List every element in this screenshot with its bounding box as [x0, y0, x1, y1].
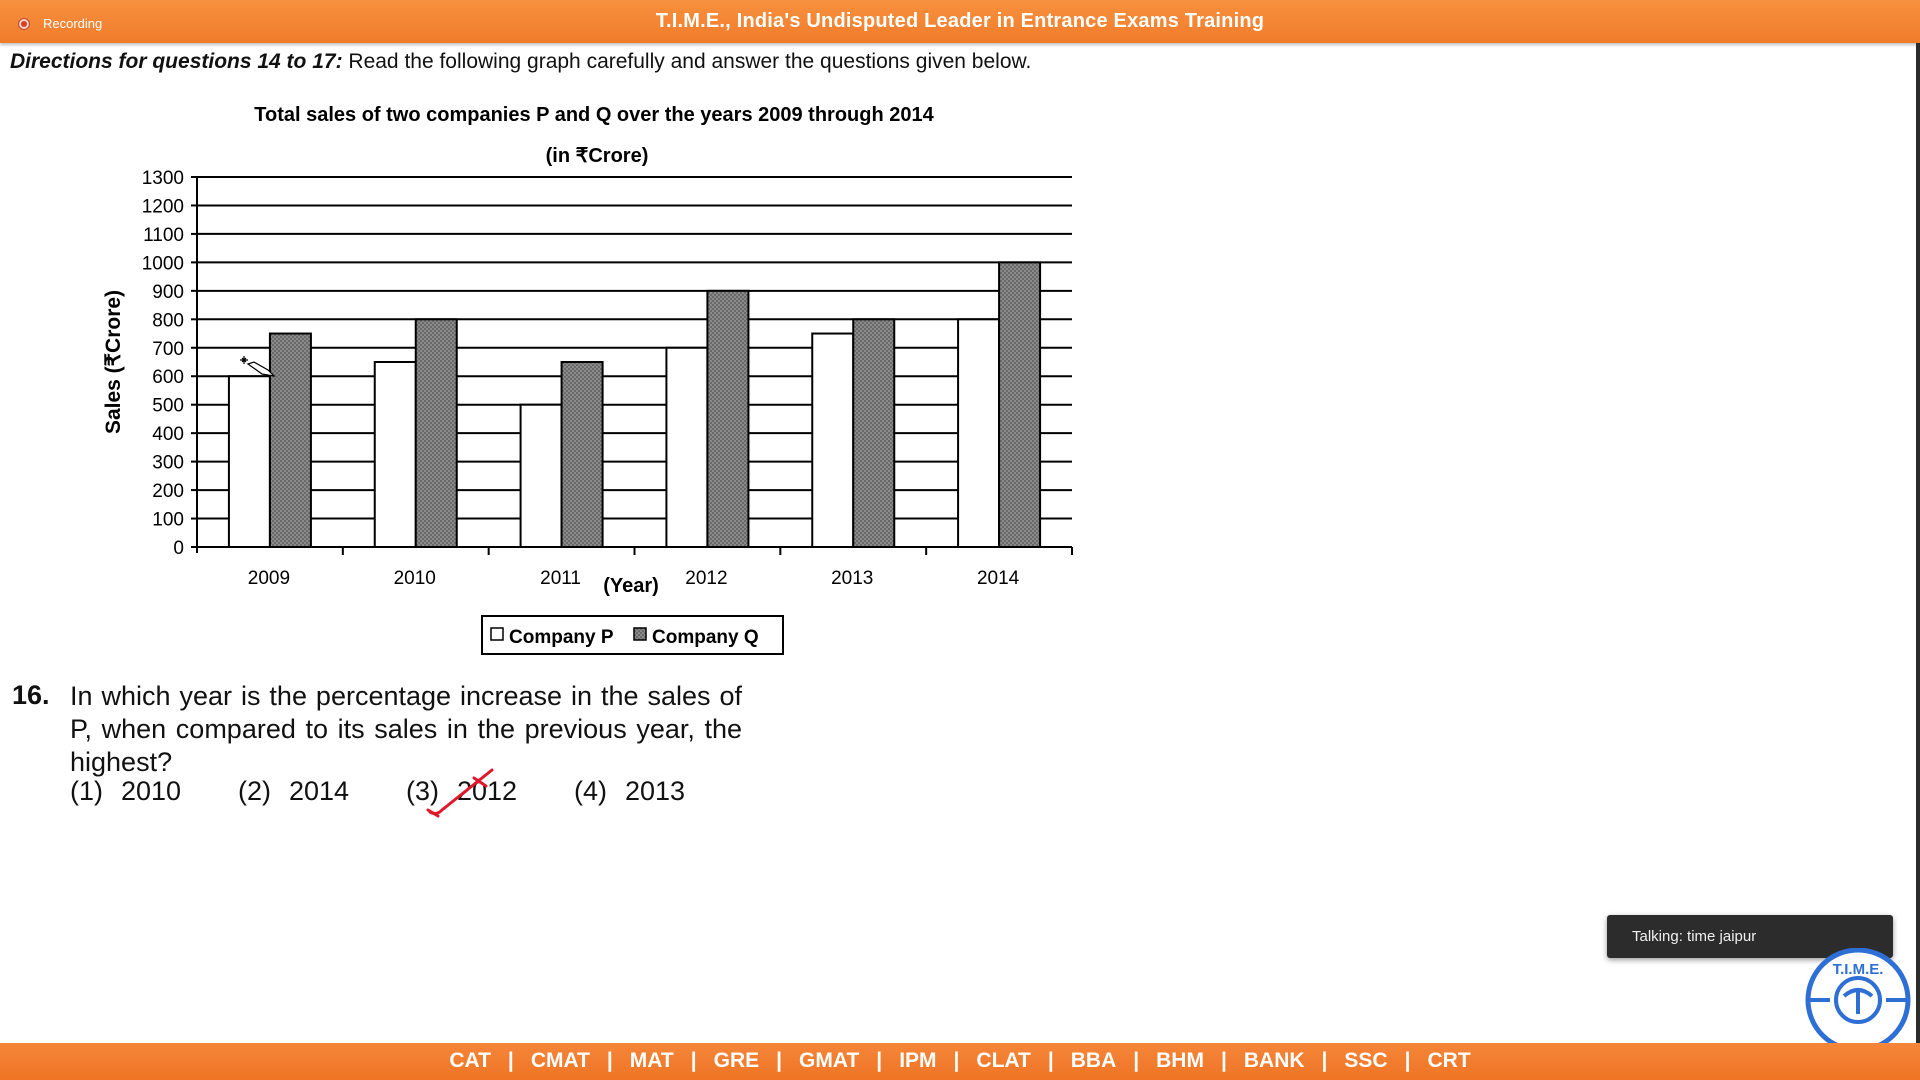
footer-separator: |: [953, 1049, 960, 1072]
recording-label: Recording: [43, 16, 103, 31]
bar-company-q-2012: [706, 289, 750, 548]
x-tick-label: 2011: [540, 568, 581, 589]
chart-title: Total sales of two companies P and Q ove…: [254, 104, 934, 126]
footer-link-clat[interactable]: CLAT: [976, 1049, 1031, 1072]
y-axis-label: Sales (₹Crore): [102, 290, 125, 434]
y-tick-label: 1100: [143, 225, 184, 246]
option-3-number: (3): [406, 776, 439, 806]
y-tick-label: 1200: [142, 196, 184, 217]
y-tick-label: 500: [152, 396, 184, 417]
time-logo: T.I.M.E.: [1805, 948, 1911, 1048]
y-tick-label: 700: [152, 339, 184, 360]
footer-separator: |: [1133, 1049, 1140, 1072]
footer-link-ipm[interactable]: IPM: [899, 1049, 937, 1072]
bar-company-q-2011: [560, 361, 604, 548]
option-1-number: (1): [70, 776, 103, 806]
option-2-number: (2): [238, 776, 271, 806]
x-tick-label: 2013: [831, 568, 873, 589]
bar-company-q-2010: [414, 318, 458, 548]
footer-separator: |: [1220, 1049, 1227, 1072]
option-4[interactable]: (4) 2013: [574, 776, 685, 807]
footer-separator: |: [690, 1049, 697, 1072]
option-4-text: 2013: [625, 776, 686, 806]
bar-company-p-2010: [373, 361, 417, 548]
directions-text: Directions for questions 14 to 17: Read …: [10, 50, 1031, 74]
footer-bar: CAT | CMAT | MAT | GRE | GMAT | IPM | CLAT | BBA | BHM | B…: [0, 1043, 1920, 1080]
footer-separator: |: [776, 1049, 783, 1072]
footer-link-crt[interactable]: CRT: [1427, 1049, 1471, 1072]
question-text: In which year is the percentage increase…: [70, 681, 742, 777]
talking-indicator-text: Talking: time jaipur: [1632, 928, 1757, 945]
x-tick-label: 2010: [394, 568, 436, 589]
footer-link-bhm[interactable]: BHM: [1156, 1049, 1204, 1072]
bar-company-p-2011: [519, 403, 563, 549]
window-title: T.I.M.E., India's Undisputed Leader in E…: [655, 10, 1265, 32]
footer-link-mat[interactable]: MAT: [629, 1049, 674, 1072]
recording-icon: [18, 18, 30, 30]
footer-link-ssc[interactable]: SSC: [1344, 1049, 1388, 1072]
y-tick-label: 0: [173, 538, 184, 559]
bar-company-p-2012: [665, 346, 709, 548]
option-2[interactable]: (2) 2014: [238, 776, 349, 807]
option-4-number: (4): [574, 776, 607, 806]
window-edge: [1916, 43, 1920, 1043]
y-tick-label: 1000: [142, 253, 184, 274]
footer-link-cat[interactable]: CAT: [449, 1049, 491, 1072]
bar-company-q-2009: [268, 332, 312, 548]
bar-company-q-2014: [998, 261, 1042, 548]
directions-lead: Directions for questions 14 to 17:: [10, 50, 343, 73]
footer-separator: |: [1321, 1049, 1328, 1072]
y-tick-label: 600: [152, 367, 184, 388]
footer-separator: |: [1404, 1049, 1411, 1072]
chart-canvas: Total sales of two companies P and Q ove…: [102, 104, 1073, 655]
exam-links: CAT | CMAT | MAT | GRE | GMAT | IPM | CLAT | BBA | BHM | B…: [0, 1049, 1920, 1073]
bar-company-p-2009: [227, 375, 271, 548]
footer-link-gre[interactable]: GRE: [713, 1049, 760, 1072]
footer-separator: |: [507, 1049, 514, 1072]
y-tick-label: 400: [152, 424, 184, 445]
chart-subtitle: (in ₹Crore): [546, 145, 649, 167]
y-tick-label: 300: [152, 453, 184, 474]
footer-link-cmat[interactable]: CMAT: [530, 1049, 590, 1072]
x-tick-label: 2014: [977, 568, 1020, 589]
directions-body: Read the following graph carefully and a…: [342, 50, 1032, 73]
y-tick-label: 900: [152, 282, 184, 303]
x-tick-label: 2009: [248, 568, 290, 589]
logo-text: T.I.M.E.: [1833, 961, 1884, 978]
footer-link-bank[interactable]: BANK: [1243, 1049, 1305, 1072]
footer-separator: |: [876, 1049, 883, 1072]
pen-annotation-checkmark: [426, 768, 494, 818]
x-tick-label: 2012: [685, 568, 727, 589]
footer-separator: |: [606, 1049, 613, 1072]
title-bar: Recording T.I.M.E., India's Undisputed L…: [0, 0, 1920, 43]
y-tick-label: 800: [152, 310, 184, 331]
footer-link-bba[interactable]: BBA: [1070, 1049, 1117, 1072]
legend-label-q: Company Q: [652, 627, 759, 648]
option-1-text: 2010: [121, 776, 182, 806]
y-tick-label: 100: [152, 510, 184, 531]
footer-separator: |: [1047, 1049, 1054, 1072]
bar-company-p-2013: [811, 332, 855, 548]
bar-company-p-2014: [957, 318, 1001, 548]
chart-legend: Company P Company Q: [481, 615, 784, 655]
y-tick-label: 1300: [142, 168, 184, 189]
pointer-cursor-icon: [240, 356, 276, 377]
x-axis-label: (Year): [603, 575, 659, 597]
footer-link-gmat[interactable]: GMAT: [799, 1049, 860, 1072]
option-2-text: 2014: [289, 776, 350, 806]
option-1[interactable]: (1) 2010: [70, 776, 181, 807]
sales-chart: Total sales of two companies P and Q ove…: [0, 0, 1100, 680]
bar-company-q-2013: [852, 318, 896, 548]
legend-swatch-q: [633, 627, 647, 641]
y-tick-label: 200: [152, 481, 184, 502]
legend-swatch-p: [490, 627, 504, 641]
question-number: 16.: [12, 680, 50, 710]
legend-label-p: Company P: [509, 627, 614, 648]
